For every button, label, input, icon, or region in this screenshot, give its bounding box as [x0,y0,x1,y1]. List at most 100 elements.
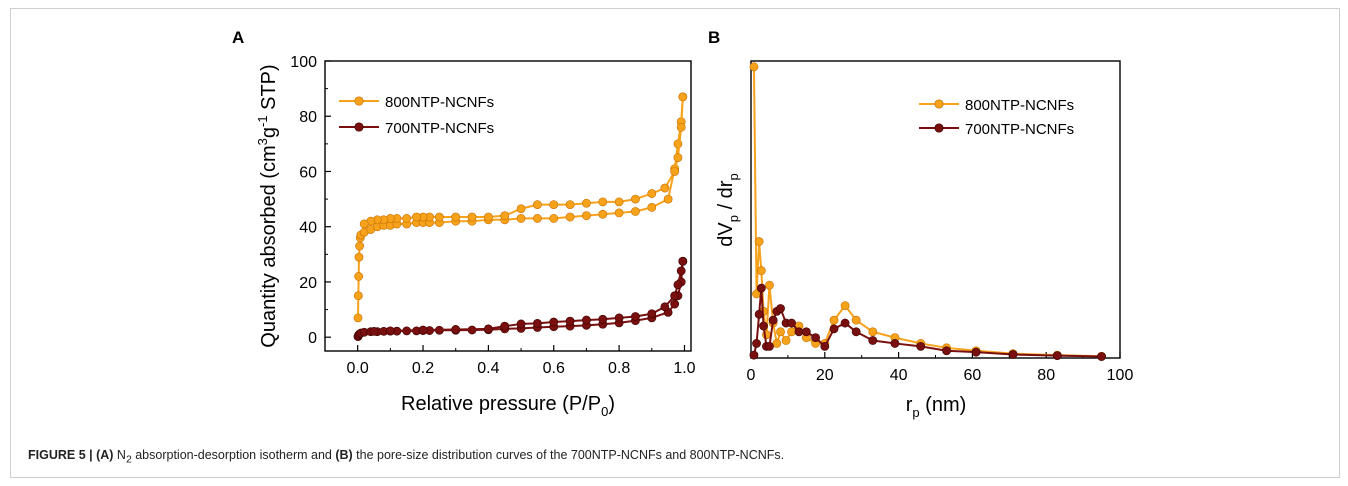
panel-b: B 0 20 40 60 80 100 800NTP-NCNFs 700NTP-NCNFs… [708,28,1133,420]
data-point [598,209,608,219]
caption-a-ref: (A) [96,448,114,462]
data-point [676,122,686,132]
data-point [820,341,830,351]
y-tick-label: 20 [299,275,317,292]
data-point [765,341,774,351]
data-point [776,304,785,313]
data-point [516,214,526,223]
legend-800-marker [934,99,944,109]
data-point [660,302,670,312]
data-point [781,336,791,345]
panel-b-x-axis-label: rp (nm) [906,394,967,420]
caption-b-ref: (B) [335,448,353,462]
y-tick-label: 0 [308,330,317,347]
data-point [971,347,981,357]
data-point [483,212,493,222]
legend-700-label: 700NTP-NCNFs [965,121,1074,138]
y-tick-label: 60 [299,164,317,181]
figure-frame [10,8,1340,478]
data-point [412,212,421,222]
data-point [749,62,759,72]
data-point [678,256,688,266]
data-point [369,326,379,336]
data-point [483,324,493,334]
data-point [794,327,804,337]
data-point [614,197,624,207]
data-point [631,194,640,204]
y-tick-label: 40 [299,220,317,237]
data-point [353,313,363,323]
data-point [1008,350,1018,359]
data-point [451,212,461,222]
data-point [787,318,796,328]
data-point [660,183,670,193]
x-tick-label: 0 [747,367,756,384]
legend-800-label: 800NTP-NCNFs [965,97,1074,114]
panel-a-label: A [232,28,244,47]
data-point [533,318,542,328]
data-point [840,301,850,310]
data-point [670,167,680,176]
data-point [359,219,369,229]
data-point [614,313,624,323]
panel-a-plot-frame [324,60,692,352]
data-point [355,241,365,251]
data-point [868,327,878,337]
data-point [385,326,395,336]
data-point [549,200,559,210]
data-point [614,208,624,218]
panel-a: A 0.0 0.2 0.4 0.6 0.8 1.0 0 20 40 60 80 100 800NTP-… [232,28,696,419]
data-point [565,316,575,326]
caption-subscript: 2 [125,454,132,466]
data-point [678,92,688,102]
data-point [647,309,657,319]
data-point [354,272,364,281]
data-point [829,315,839,325]
data-point [754,309,764,319]
data-point [565,200,575,210]
data-point [533,200,542,210]
data-point [765,280,774,290]
caption-figure-label: FIGURE 5 | [28,448,97,462]
data-point [549,214,559,223]
data-point [851,315,861,325]
data-point [451,325,461,334]
panel-a-series [353,92,688,342]
data-point [631,312,640,321]
x-tick-label: 60 [964,367,982,384]
x-tick-label: 0.4 [477,360,499,377]
data-point [851,327,861,337]
data-point [500,321,510,331]
data-point [811,333,820,343]
data-point [500,211,510,221]
data-point [752,339,761,348]
x-tick-label: 1.0 [673,360,695,377]
x-tick-label: 100 [1107,367,1134,384]
data-point [1097,352,1106,361]
data-point [647,189,657,198]
data-point [890,339,900,348]
data-point [756,283,766,293]
data-point [670,299,680,309]
legend-700-label: 700NTP-NCNFs [385,120,494,137]
legend-800-label: 800NTP-NCNFs [385,94,494,111]
data-point [582,315,591,325]
panel-b-label: B [708,28,720,47]
data-point [353,291,363,301]
data-point [533,214,542,223]
x-tick-label: 40 [890,367,908,384]
figure-canvas: A 0.0 0.2 0.4 0.6 0.8 1.0 0 20 40 60 80 100 800NTP-… [232,28,1133,420]
x-tick-label: 0.2 [412,360,434,377]
data-point [516,204,526,214]
x-tick-label: 0.8 [608,360,630,377]
data-point [598,197,608,207]
data-point [1052,351,1062,361]
data-point [754,237,764,246]
data-point [801,327,811,337]
data-point [598,314,608,324]
panel-a-y-axis-label: Quantity absorbed (cm3g-1 STP) [255,64,280,347]
figure-caption: FIGURE 5 | (A) N2 absorption-desorption … [28,448,784,466]
panel-a-legend: 800NTP-NCNFs 700NTP-NCNFs [339,94,494,137]
data-point [673,280,683,290]
data-point [647,202,657,212]
